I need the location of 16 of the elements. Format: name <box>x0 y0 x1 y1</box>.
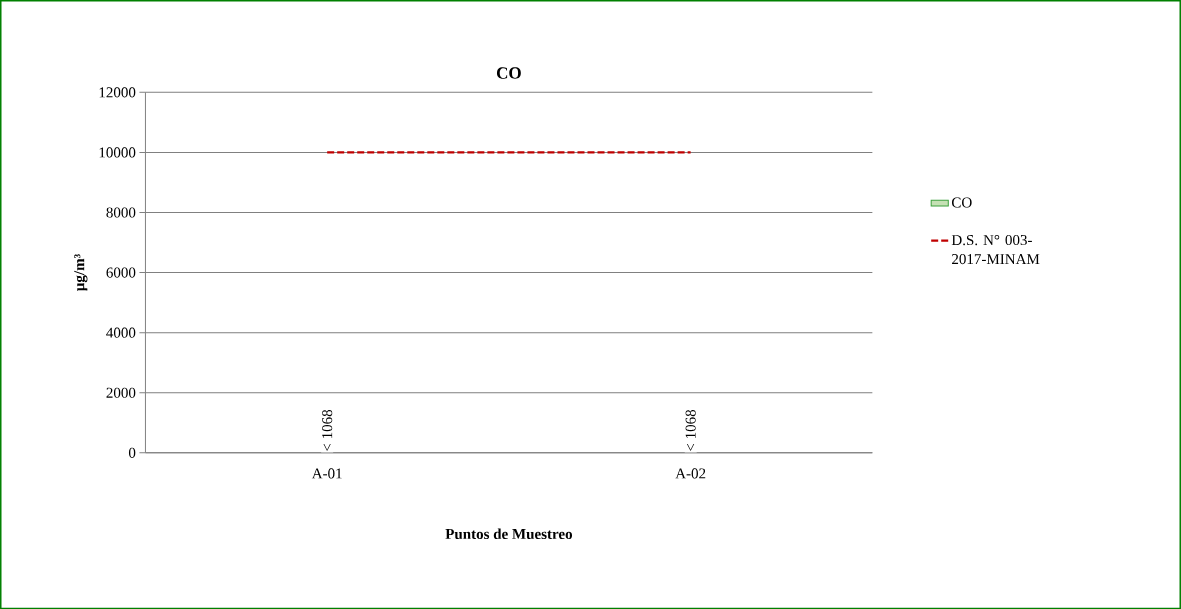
y-axis-title: µg/m³ <box>74 254 88 291</box>
legend-label: D.S. N° 003-2017-MINAM <box>951 234 1040 264</box>
text: < 1068 <box>322 409 333 451</box>
legend-label: CO <box>951 197 972 208</box>
x-axis-title: Puntos de Muestreo <box>445 528 573 539</box>
y-tick-label: 0 <box>128 447 136 458</box>
y-tick-label: 12000 <box>99 87 136 98</box>
y-tick-label: 8000 <box>106 207 136 218</box>
y-tick-label: 4000 <box>106 327 136 338</box>
text: < 1068 <box>685 409 696 451</box>
y-tick-label: 2000 <box>106 387 136 398</box>
x-tick-label: A-02 <box>675 468 706 479</box>
y-tick-label: 10000 <box>99 147 136 158</box>
x-tick-label: A-01 <box>311 468 342 479</box>
y-tick-label: 6000 <box>106 267 136 278</box>
chart-title: CO <box>496 67 521 79</box>
